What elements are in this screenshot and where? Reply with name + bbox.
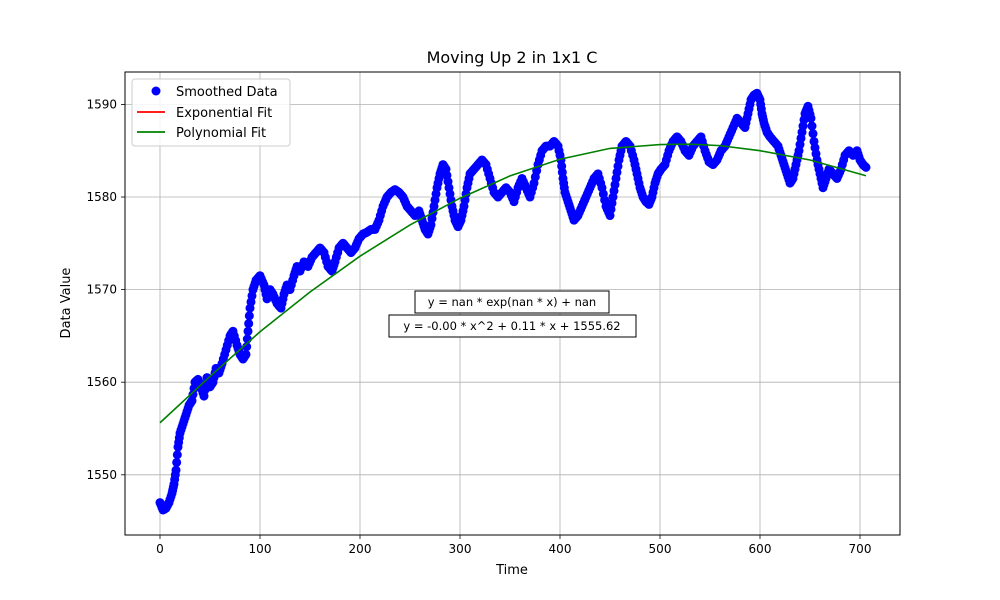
- data-point: [244, 319, 254, 329]
- y-tick-label: 1580: [86, 190, 117, 204]
- annotation-box: [388, 314, 637, 338]
- y-tick-label: 1560: [86, 375, 117, 389]
- legend: Smoothed Data Exponential Fit Polynomial…: [131, 78, 291, 147]
- annotation-polynomial: y = -0.00 * x^2 + 0.11 * x + 1555.62: [388, 314, 637, 338]
- series-smoothed-data: [155, 88, 871, 515]
- y-tick-label: 1570: [86, 283, 117, 297]
- data-point: [861, 162, 871, 172]
- x-axis: 0 100 200 300 400 500 600 700: [156, 535, 871, 556]
- data-point: [244, 311, 254, 321]
- annotation-exponential-text: y = nan * exp(nan * x) + nan: [428, 295, 596, 309]
- y-axis-label: Data Value: [59, 268, 74, 339]
- x-tick-label: 400: [549, 542, 572, 556]
- annotation-polynomial-text: y = -0.00 * x^2 + 0.11 * x + 1555.62: [403, 319, 620, 333]
- x-tick-label: 600: [749, 542, 772, 556]
- legend-label-polynomial-fit: Polynomial Fit: [176, 126, 266, 141]
- x-tick-label: 700: [849, 542, 872, 556]
- legend-marker-smoothed-data: [151, 86, 161, 96]
- chart-title: Moving Up 2 in 1x1 C: [427, 48, 598, 67]
- data-point: [243, 326, 253, 336]
- annotation-exponential: y = nan * exp(nan * x) + nan: [414, 290, 610, 314]
- data-point: [172, 450, 182, 460]
- x-tick-label: 0: [156, 542, 164, 556]
- data-point: [242, 342, 252, 352]
- series-layer: [155, 88, 871, 515]
- legend-label-exponential-fit: Exponential Fit: [176, 106, 272, 121]
- data-point: [806, 113, 816, 123]
- y-tick-label: 1550: [86, 468, 117, 482]
- data-point: [171, 465, 181, 475]
- plot-frame: [124, 71, 901, 536]
- y-axis: 1550 1560 1570 1580 1590: [86, 97, 125, 482]
- x-tick-label: 200: [349, 542, 372, 556]
- x-tick-label: 300: [449, 542, 472, 556]
- x-tick-label: 500: [649, 542, 672, 556]
- data-point: [241, 349, 251, 359]
- y-tick-label: 1590: [86, 97, 117, 111]
- legend-label-smoothed-data: Smoothed Data: [176, 85, 278, 100]
- x-axis-label: Time: [495, 563, 528, 578]
- data-point: [808, 129, 818, 139]
- annotation-box: [414, 290, 610, 314]
- series-line-polynomial-fit: [159, 143, 867, 424]
- data-point: [172, 457, 182, 467]
- data-point: [807, 121, 817, 131]
- legend-box: [131, 78, 291, 147]
- x-tick-label: 100: [249, 542, 272, 556]
